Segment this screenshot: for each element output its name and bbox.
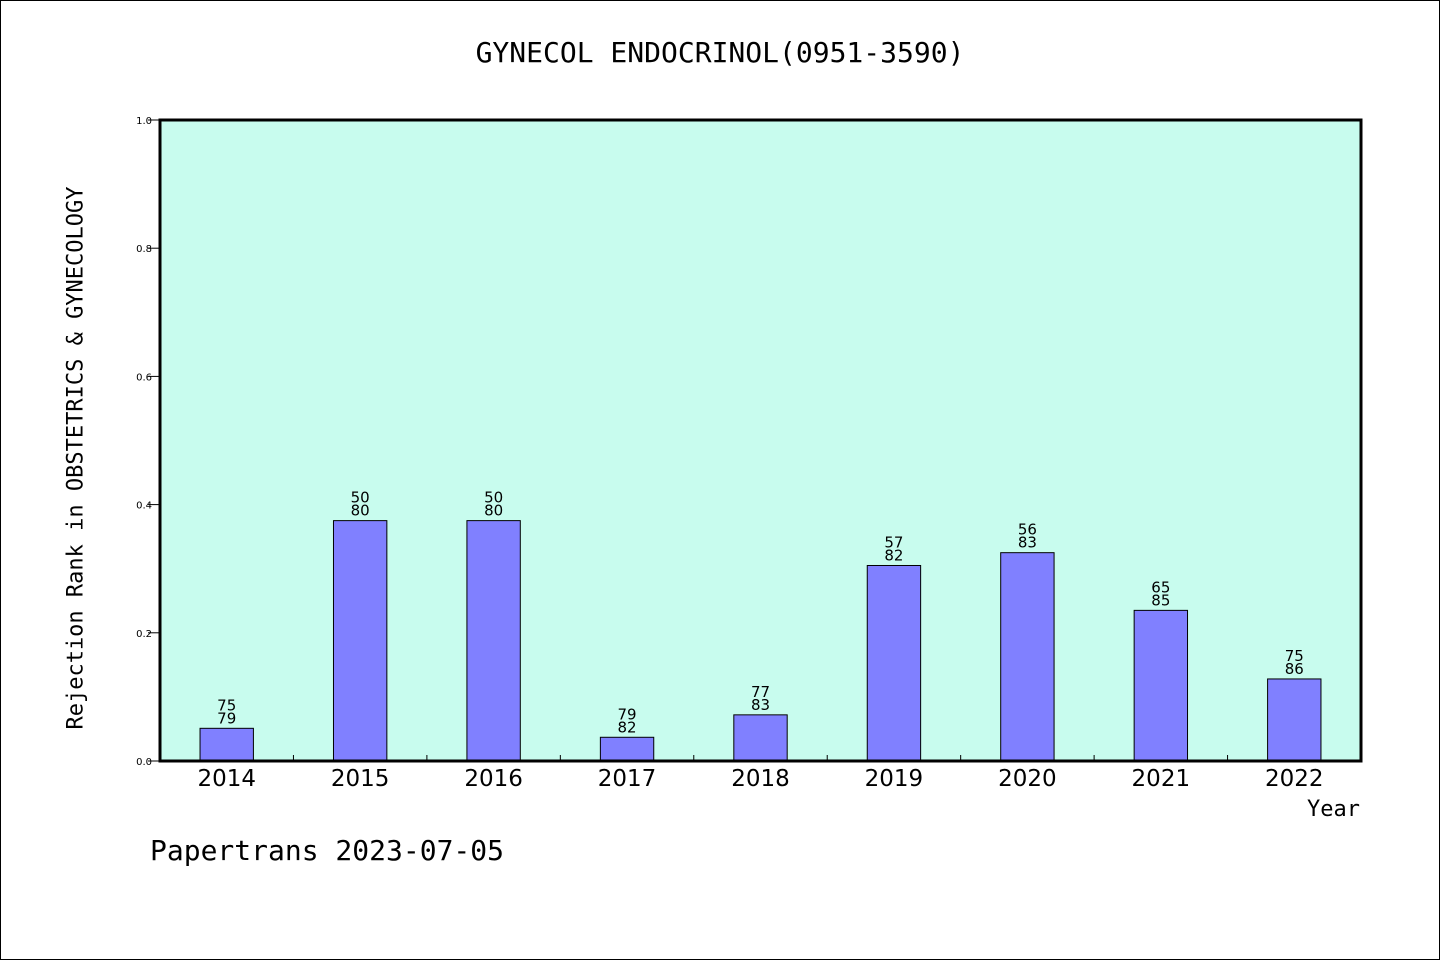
chart-title: GYNECOL ENDOCRINOL(0951-3590)	[475, 36, 965, 69]
bar-label-bottom: 80	[351, 502, 370, 520]
y-tick-label: 0.4	[136, 501, 152, 512]
bar-label-bottom: 82	[618, 718, 637, 736]
bar	[1133, 609, 1189, 762]
bar	[332, 520, 388, 762]
x-tick-label: 2019	[865, 766, 924, 792]
x-tick-label: 2016	[464, 766, 523, 792]
y-tick-label: 0.8	[136, 244, 152, 255]
bar	[1267, 678, 1322, 762]
bar-label-top: 79	[618, 705, 637, 723]
x-axis: 2014 2015 2016 2017 2018 2019 2020 2021 2022	[197, 755, 1324, 792]
bar-label-top: 75	[1285, 647, 1304, 665]
bar-label-top: 56	[1018, 521, 1037, 539]
x-tick-label: 2018	[731, 766, 790, 792]
x-tick-label: 2014	[197, 766, 256, 792]
bar-label-top: 75	[217, 696, 236, 714]
plot-border	[158, 118, 1363, 763]
x-axis-label: Year	[1307, 797, 1360, 822]
bar	[599, 736, 655, 762]
bar	[733, 714, 788, 762]
x-tick-label: 2015	[331, 766, 390, 792]
y-tick-label: 0.6	[136, 372, 152, 383]
bar-label-top: 50	[484, 489, 503, 507]
bar-label-top: 65	[1151, 578, 1170, 596]
bar	[199, 727, 254, 762]
bar-label-bottom: 80	[484, 502, 503, 520]
y-tick-label: 0.0	[136, 757, 152, 768]
y-axis: 0.0 0.2 0.4 0.6 0.8 1.0	[136, 116, 160, 768]
x-tick-label: 2020	[998, 766, 1057, 792]
x-tick-label: 2017	[598, 766, 657, 792]
bar	[1000, 552, 1055, 762]
footer-text: Papertrans 2023-07-05	[150, 834, 505, 867]
bar-label-bottom: 83	[1018, 534, 1037, 552]
bar-label-bottom: 85	[1151, 591, 1170, 609]
bar	[866, 564, 922, 762]
y-tick-label: 0.2	[136, 629, 152, 640]
bar-label-top: 57	[884, 533, 903, 551]
bar-label-top: 50	[351, 489, 370, 507]
bar-label-bottom: 86	[1285, 660, 1304, 678]
bar-label-top: 77	[751, 683, 770, 701]
bar	[466, 520, 521, 762]
bar-label-bottom: 79	[217, 709, 236, 727]
bar-label-bottom: 83	[751, 696, 770, 714]
y-tick-label: 1.0	[136, 116, 152, 127]
bar-label-bottom: 82	[884, 546, 903, 564]
x-tick-label: 2021	[1132, 766, 1191, 792]
x-tick-label: 2022	[1265, 766, 1324, 792]
